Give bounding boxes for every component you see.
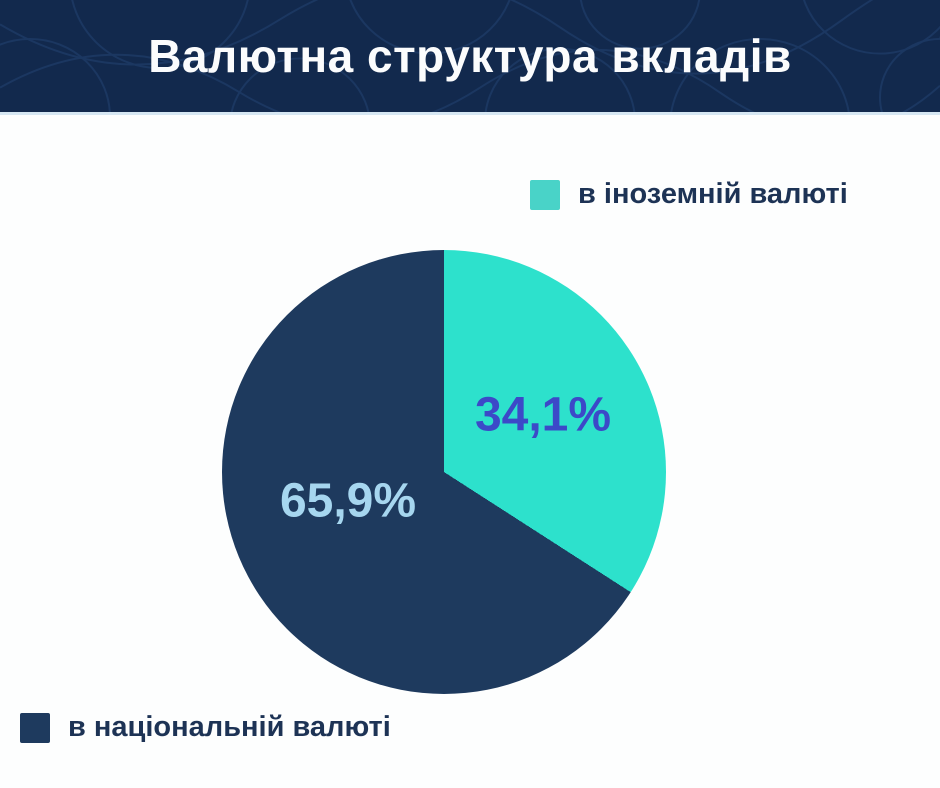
pie-slice-label-national: 65,9% — [279, 474, 417, 528]
pie-chart — [222, 250, 666, 694]
legend-national-label: в національній валюті — [68, 711, 391, 743]
legend-foreign-swatch — [530, 179, 560, 210]
legend-item-national: в національній валюті — [20, 711, 391, 744]
legend-national-swatch — [20, 712, 50, 743]
header-decorative-pattern — [0, 0, 940, 112]
pie-slice-label-foreign: 34,1% — [474, 388, 612, 442]
page-title: Валютна структура вкладів — [148, 30, 792, 82]
header-banner: Валютна структура вкладів — [0, 0, 940, 115]
legend-foreign-label: в іноземній валюті — [578, 178, 848, 210]
legend-item-foreign: в іноземній валюті — [530, 178, 848, 211]
